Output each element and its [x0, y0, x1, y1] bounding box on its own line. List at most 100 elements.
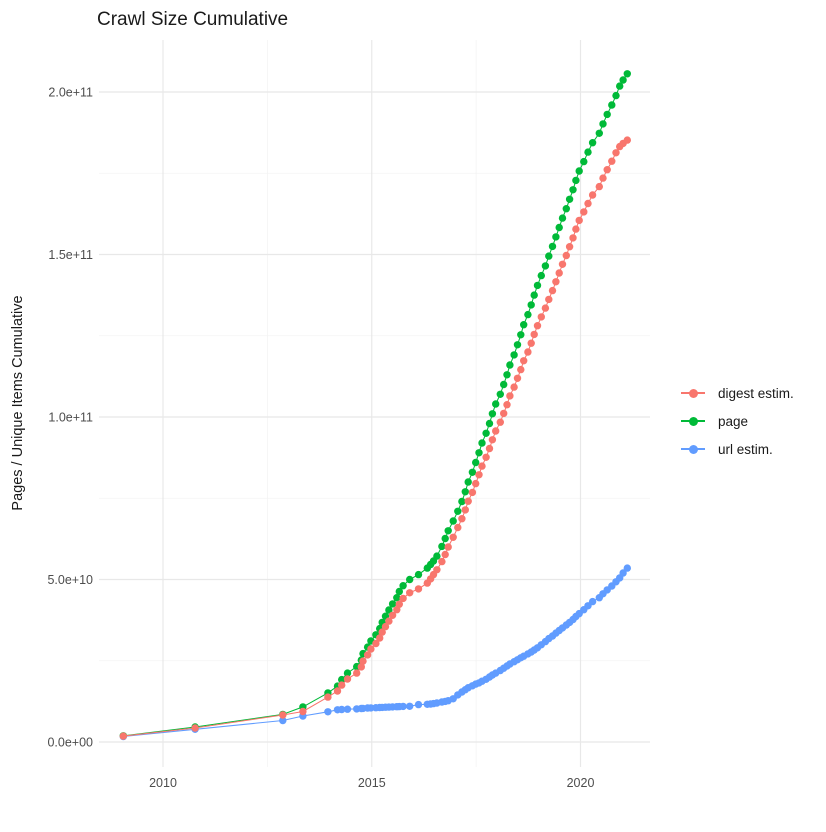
data-point — [279, 716, 287, 725]
data-point — [343, 675, 352, 683]
data-point — [513, 341, 522, 349]
data-point — [279, 711, 287, 719]
data-point — [545, 252, 553, 260]
y-tick-label: 2.0e+11 — [48, 86, 93, 100]
data-point — [338, 705, 346, 714]
data-point — [623, 136, 631, 144]
data-point — [449, 533, 457, 541]
data-point — [524, 310, 532, 319]
data-point — [496, 418, 504, 426]
data-point — [530, 291, 538, 299]
data-point — [506, 361, 514, 369]
data-point — [191, 724, 199, 732]
data-point — [393, 606, 401, 614]
data-point — [500, 409, 508, 418]
data-point — [595, 182, 603, 191]
data-point — [588, 139, 597, 147]
x-tick-label: 2010 — [149, 776, 177, 790]
data-point — [414, 570, 423, 579]
legend-key-line-dot-icon — [681, 386, 705, 400]
data-point — [565, 243, 574, 251]
data-point — [478, 439, 486, 447]
data-point — [472, 479, 480, 488]
data-point — [299, 707, 307, 716]
data-point — [533, 322, 542, 330]
data-point — [414, 700, 423, 709]
data-point — [584, 148, 592, 156]
data-point — [608, 157, 616, 165]
data-point — [461, 506, 469, 514]
data-point — [482, 429, 490, 437]
data-point — [616, 82, 624, 90]
data-point — [464, 478, 472, 486]
data-point — [461, 488, 469, 496]
data-point — [513, 374, 522, 382]
data-point — [492, 400, 500, 408]
legend-label-digest-estim: digest estim. — [718, 385, 794, 401]
data-point — [395, 600, 403, 608]
data-point — [359, 657, 367, 665]
data-point — [444, 527, 452, 535]
y-tick-label: 1.5e+11 — [48, 248, 93, 262]
data-point — [562, 205, 570, 213]
data-point — [524, 348, 532, 356]
data-point — [468, 468, 477, 476]
legend-item-url-estim: url estim. — [681, 435, 794, 463]
data-point — [588, 597, 597, 606]
data-point — [545, 295, 553, 304]
legend-item-digest-estim: digest estim. — [681, 379, 794, 407]
data-point — [406, 589, 414, 597]
data-point — [575, 167, 583, 175]
data-point — [388, 611, 397, 619]
data-point — [599, 120, 607, 128]
data-point — [552, 233, 560, 241]
data-point — [385, 617, 393, 625]
data-point — [395, 587, 403, 596]
data-point — [454, 523, 462, 532]
data-point — [438, 542, 446, 551]
data-point — [458, 497, 466, 506]
data-point — [468, 488, 477, 497]
data-point — [438, 557, 446, 566]
legend-label-url-estim: url estim. — [718, 441, 773, 457]
data-point — [357, 663, 365, 671]
data-point — [376, 634, 384, 642]
data-point — [608, 101, 616, 109]
data-point — [537, 271, 545, 280]
legend-key-line-dot-icon — [681, 414, 705, 428]
data-point — [575, 216, 583, 225]
data-series-layer — [119, 70, 631, 741]
data-point — [378, 628, 386, 636]
data-point — [541, 262, 550, 270]
minor-gridlines — [99, 40, 650, 767]
data-point — [562, 251, 570, 260]
y-axis-title: Pages / Unique Items Cumulative — [10, 295, 26, 510]
data-point — [552, 278, 560, 286]
legend-key-line-dot-icon — [681, 442, 705, 456]
x-tick-label: 2015 — [358, 776, 386, 790]
data-point — [338, 681, 346, 689]
data-point — [406, 575, 414, 584]
data-point — [406, 702, 414, 710]
data-point — [399, 702, 407, 711]
x-tick-label: 2020 — [567, 776, 595, 790]
data-point — [588, 191, 597, 199]
data-point — [520, 357, 528, 365]
data-point — [353, 669, 361, 677]
data-point — [619, 569, 627, 577]
data-point — [548, 242, 557, 251]
data-point — [503, 401, 511, 409]
data-point — [619, 76, 627, 84]
data-point — [558, 260, 567, 268]
data-point — [599, 174, 607, 182]
data-point — [506, 392, 514, 400]
data-point — [527, 339, 535, 347]
data-point — [603, 110, 611, 119]
data-point — [541, 304, 550, 312]
data-point — [414, 585, 423, 593]
legend-item-page: page — [681, 407, 794, 435]
data-point — [441, 534, 449, 543]
data-point — [623, 70, 631, 78]
data-point — [338, 675, 346, 684]
